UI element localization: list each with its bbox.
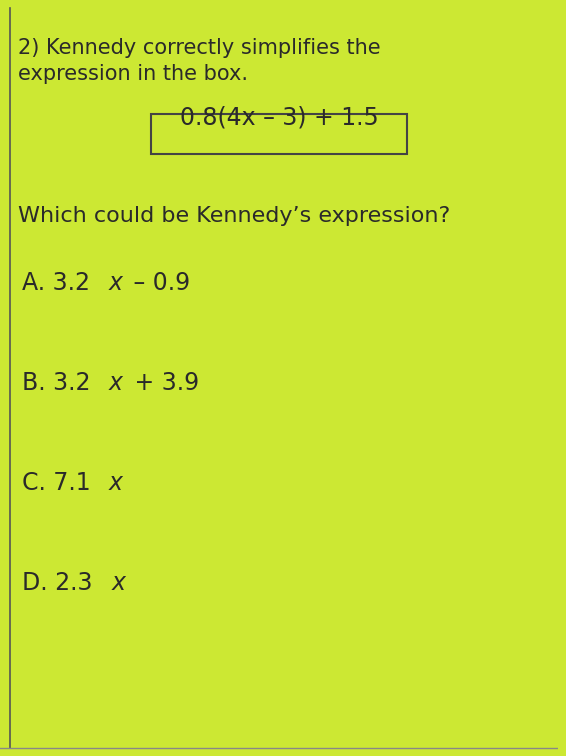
Text: B. 3.2: B. 3.2	[22, 371, 90, 395]
Text: A. 3.2: A. 3.2	[22, 271, 89, 295]
Text: x: x	[112, 571, 126, 595]
Text: Which could be Kennedy’s expression?: Which could be Kennedy’s expression?	[18, 206, 450, 226]
Text: x: x	[109, 371, 123, 395]
Text: 2) Kennedy correctly simplifies the: 2) Kennedy correctly simplifies the	[18, 38, 380, 58]
Text: – 0.9: – 0.9	[126, 271, 190, 295]
Text: C. 7.1: C. 7.1	[22, 471, 91, 495]
FancyBboxPatch shape	[151, 114, 408, 154]
Text: expression in the box.: expression in the box.	[18, 64, 248, 84]
Text: D. 2.3: D. 2.3	[22, 571, 92, 595]
Text: 0.8(4x – 3) + 1.5: 0.8(4x – 3) + 1.5	[180, 106, 379, 130]
Text: x: x	[109, 471, 123, 495]
Text: x: x	[108, 271, 122, 295]
Text: + 3.9: + 3.9	[127, 371, 199, 395]
